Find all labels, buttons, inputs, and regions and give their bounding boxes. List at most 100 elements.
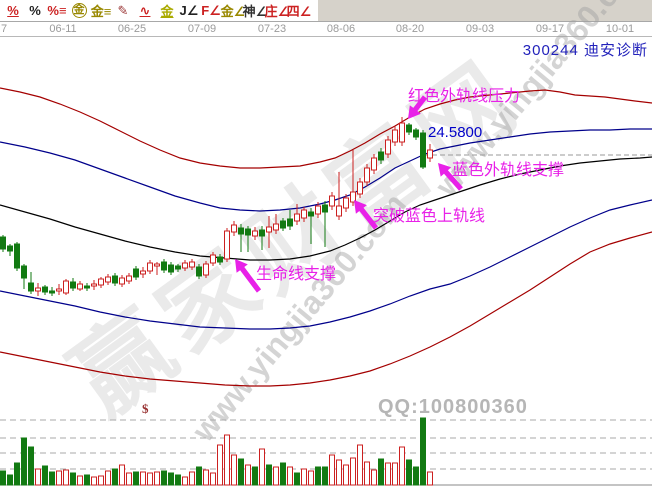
annotation-breakout-blue-line: 突破蓝色上轨线 — [373, 208, 486, 225]
candle-body — [266, 226, 272, 233]
candle-body — [175, 265, 181, 270]
volume-bar — [217, 444, 223, 486]
candle-body — [406, 124, 412, 133]
candle-body — [413, 129, 419, 138]
volume-bar — [420, 417, 426, 486]
volume-bar — [168, 472, 174, 486]
percent-black-icon[interactable]: % — [24, 1, 46, 20]
volume-bar — [322, 466, 328, 486]
annotation-blue-band-support: 蓝色外轨线支撑 — [452, 162, 565, 179]
candle-body — [385, 139, 391, 155]
toolbar-icons: %% %≡ 金金≡ ✎ ∿ 金 J∠ F∠ 金∠ 神∠ 庄∠ 四∠ — [2, 0, 312, 21]
si-angle-icon-glyph: 四∠ — [286, 4, 312, 19]
volume-bar — [413, 466, 419, 486]
annotation-life-line-support: 生命线支撑 — [256, 266, 337, 283]
si-angle-icon[interactable]: 四∠ — [286, 1, 312, 20]
volume-bar — [42, 465, 48, 486]
wave-icon[interactable]: ∿ — [134, 1, 156, 20]
candle-body — [63, 280, 69, 294]
candle-body — [357, 181, 363, 195]
f-line-icon-glyph: F∠ — [201, 2, 221, 18]
gold-angle-icon[interactable]: 金∠ — [220, 1, 246, 20]
volume-bar — [280, 462, 286, 486]
candle-body — [217, 256, 223, 263]
annotation-arrow — [354, 200, 378, 230]
candle-body — [133, 268, 139, 278]
candle-body — [336, 205, 342, 217]
candle-body — [364, 167, 370, 183]
candle-body — [315, 205, 321, 215]
candle-body — [161, 261, 167, 271]
band-line-black-life — [0, 156, 652, 261]
band-line-blue-lower — [0, 199, 652, 330]
annotation-red-band-pressure: 红色外轨线压力 — [408, 88, 521, 105]
volume-bar — [203, 469, 209, 486]
band-line-red-upper — [0, 87, 652, 169]
candle-body — [154, 263, 160, 267]
candle-body — [329, 195, 335, 207]
candle-body — [70, 281, 76, 289]
gold-lines-icon[interactable]: 金≡ — [90, 1, 112, 20]
volume-bar — [189, 471, 195, 486]
percent-lines-icon[interactable]: %≡ — [46, 1, 68, 20]
candle-body — [238, 227, 244, 235]
candle-body — [140, 270, 146, 275]
candle-body — [105, 276, 111, 283]
f-line-icon[interactable]: F∠ — [200, 1, 222, 20]
candle-body — [182, 262, 188, 269]
candle-body — [112, 275, 118, 284]
percent-black-icon-glyph: % — [29, 3, 41, 18]
volume-bar — [364, 461, 370, 486]
candle-body — [308, 211, 314, 217]
volume-bar — [231, 454, 237, 486]
volume-bar — [140, 471, 146, 486]
volume-bar — [406, 459, 412, 486]
volume-bar — [63, 469, 69, 486]
volume-bar — [259, 448, 265, 486]
percent-red-icon-glyph: % — [7, 3, 19, 18]
volume-bar — [49, 471, 55, 486]
candle-body — [0, 236, 6, 250]
candle-body — [301, 209, 307, 219]
candle-body — [224, 230, 230, 260]
zhuang-angle-icon[interactable]: 庄∠ — [264, 1, 290, 20]
volume-bar — [378, 458, 384, 486]
j-line-icon[interactable]: J∠ — [178, 1, 200, 20]
volume-bar — [147, 472, 153, 486]
gold-angle-icon-glyph: 金∠ — [220, 4, 246, 19]
volume-bar — [84, 474, 90, 486]
volume-bar — [35, 468, 41, 486]
candle-body — [42, 286, 48, 293]
volume-bar — [56, 470, 62, 486]
volume-bar — [21, 437, 27, 486]
volume-bar — [112, 468, 118, 486]
volume-bar — [294, 472, 300, 486]
volume-bar — [182, 476, 188, 486]
gold-circle-icon[interactable]: 金 — [68, 1, 90, 20]
percent-lines-icon-glyph: %≡ — [47, 3, 67, 18]
dollar-marker: $ — [142, 401, 149, 416]
candle-body — [252, 230, 258, 237]
volume-bar — [357, 444, 363, 486]
volume-bar — [175, 474, 181, 486]
percent-red-icon[interactable]: % — [2, 1, 24, 20]
shen-angle-icon[interactable]: 神∠ — [243, 1, 267, 20]
candle-body — [56, 288, 62, 292]
date-label: 08-20 — [395, 23, 425, 35]
band-line-red-lower — [0, 231, 652, 387]
volume-bar — [224, 434, 230, 486]
gold-underline-icon[interactable]: 金 — [156, 1, 178, 20]
brush-icon[interactable]: ✎ — [112, 1, 134, 20]
candle-body — [273, 223, 279, 231]
candle-body — [280, 220, 286, 229]
date-label: 09-17 — [535, 23, 565, 35]
volume-bar — [399, 446, 405, 486]
volume-bar — [119, 464, 125, 486]
candle-body — [343, 197, 349, 209]
volume-bar — [329, 454, 335, 486]
candle-body — [322, 204, 328, 213]
candle-body — [84, 285, 90, 289]
zhuang-angle-icon-glyph: 庄∠ — [264, 4, 290, 19]
